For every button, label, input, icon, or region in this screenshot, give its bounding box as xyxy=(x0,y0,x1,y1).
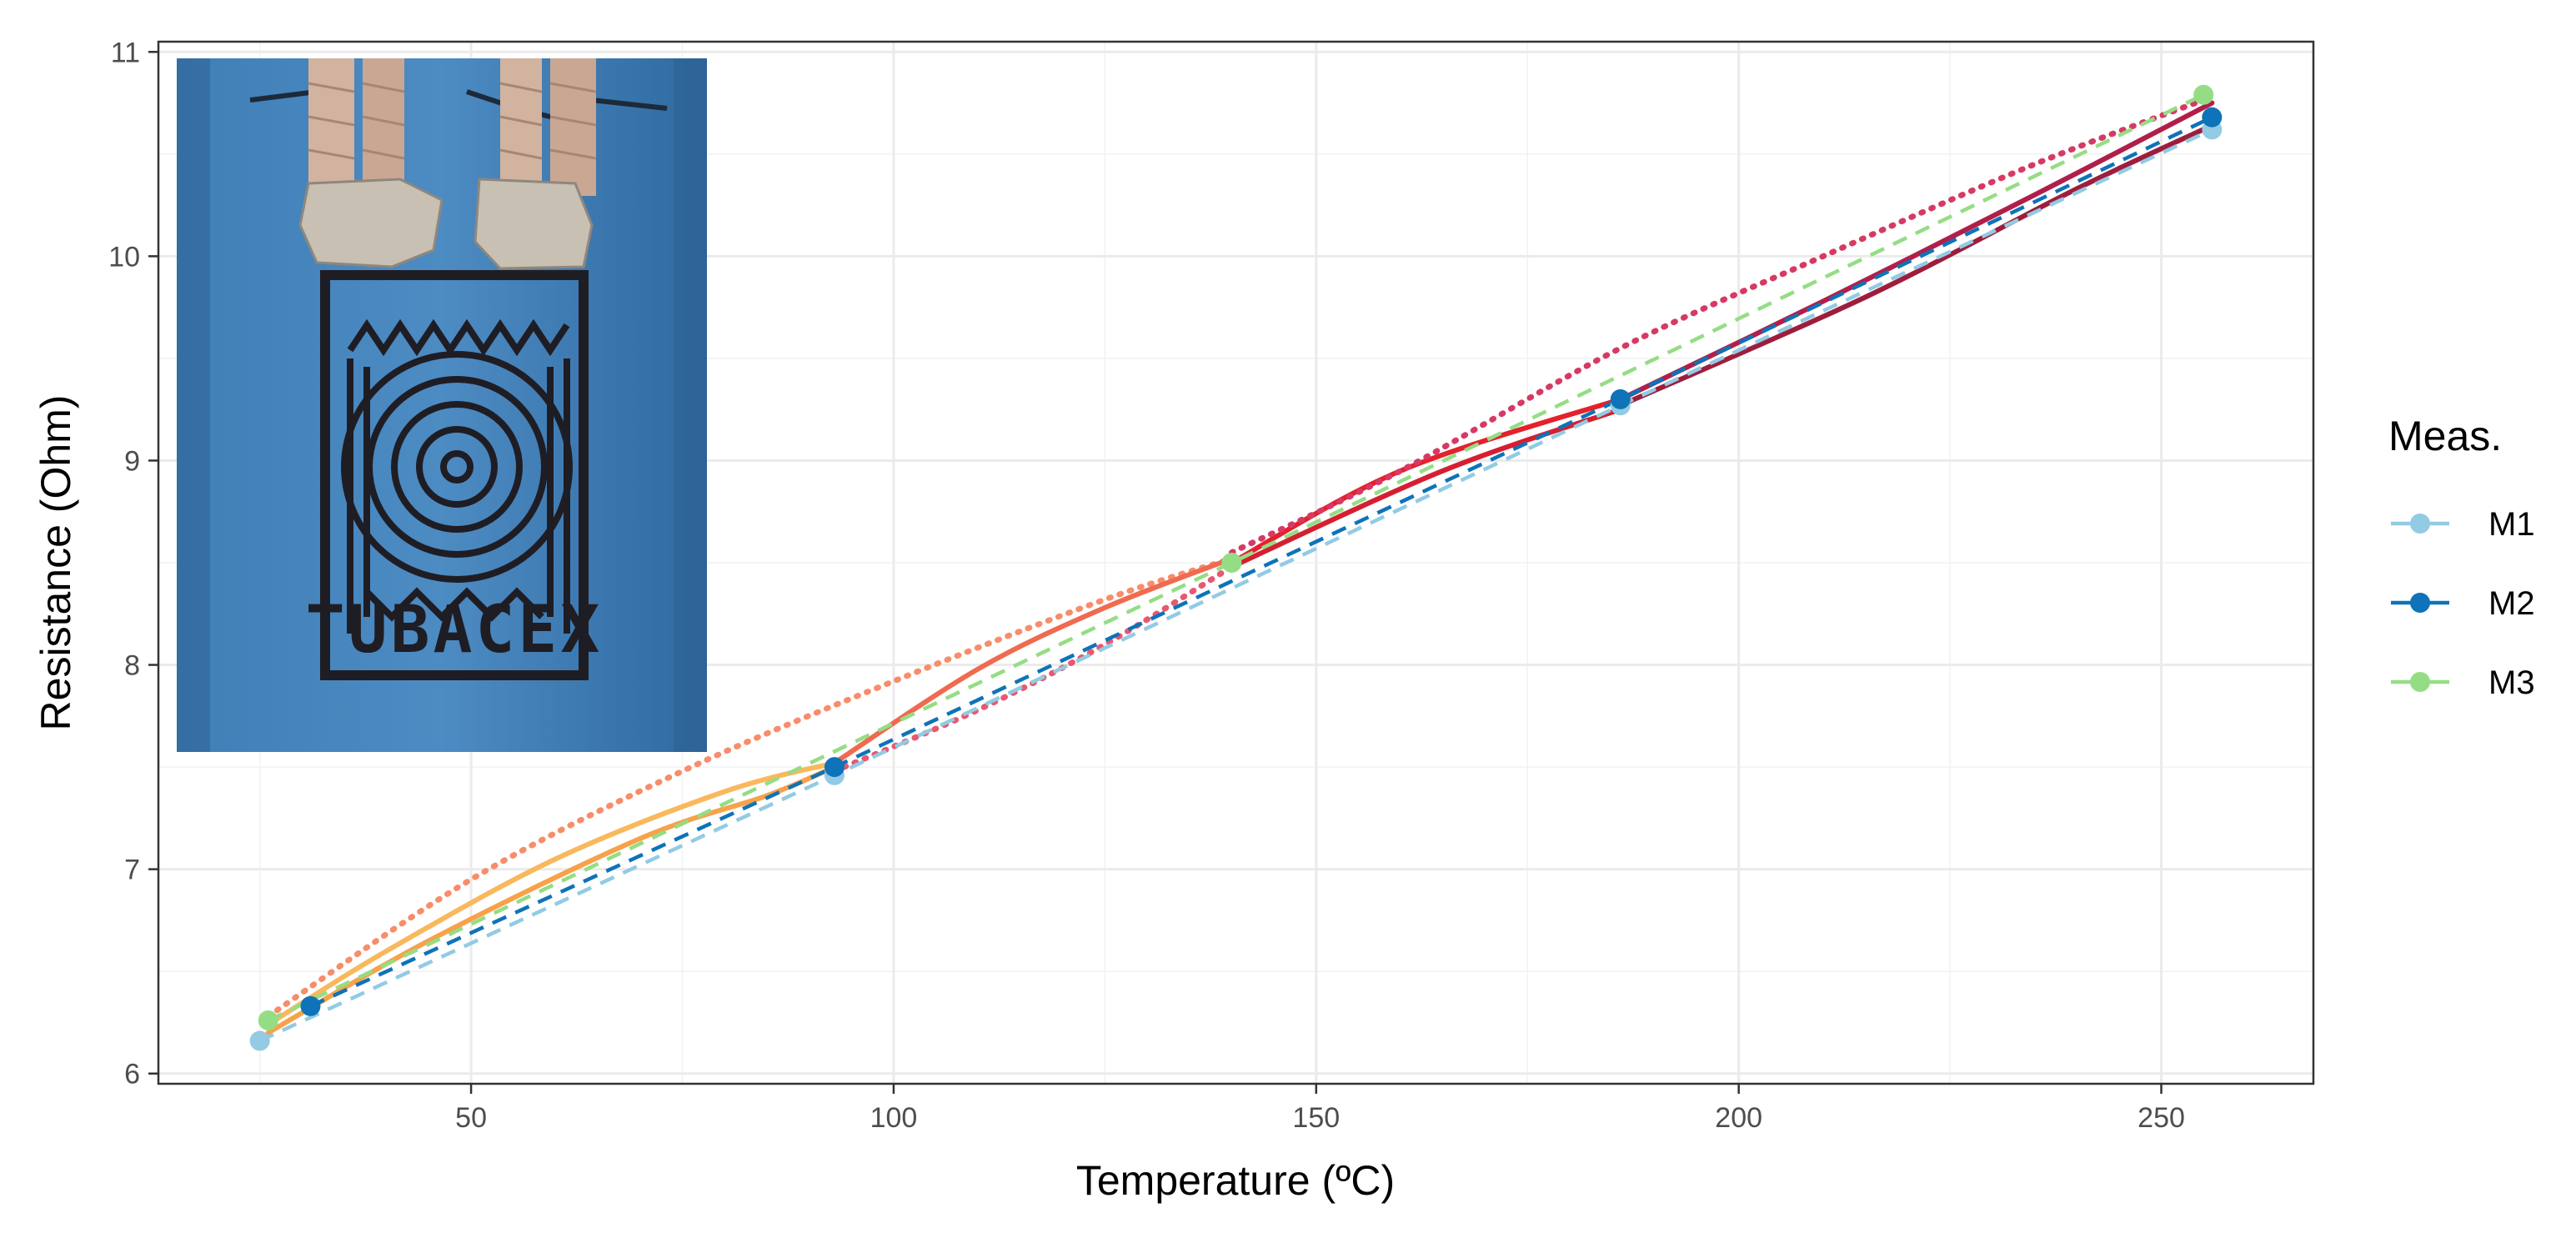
y-tick-label: 8 xyxy=(124,650,140,682)
data-point-m2 xyxy=(300,995,321,1016)
data-point-m2 xyxy=(1610,388,1631,409)
curve-line xyxy=(265,760,837,1027)
data-point-m3 xyxy=(2193,84,2214,105)
data-point-m3 xyxy=(258,1010,278,1031)
y-tick-label: 11 xyxy=(111,37,140,68)
data-point-m2 xyxy=(824,757,844,778)
x-axis-title: Temperature (ºC) xyxy=(1076,1157,1395,1204)
data-point-m1 xyxy=(249,1030,270,1051)
x-tick-label: 200 xyxy=(1715,1102,1762,1134)
x-tick-label: 250 xyxy=(2137,1102,2185,1134)
curve-line xyxy=(1228,93,2215,556)
y-tick-label: 7 xyxy=(124,855,140,886)
curve-line xyxy=(1617,100,2215,402)
legend-key-point xyxy=(2410,514,2430,534)
x-tick-label: 150 xyxy=(1292,1102,1340,1134)
legend-label-m2: M2 xyxy=(2488,585,2535,622)
legend-label-m1: M1 xyxy=(2488,506,2535,543)
series xyxy=(258,93,2213,1043)
y-tick-label: 9 xyxy=(124,445,140,477)
x-ticks: 50 100 150 200 250 xyxy=(455,1084,2185,1134)
legend-title: Meas. xyxy=(2388,413,2502,459)
legend-key-point xyxy=(2410,593,2430,613)
y-ticks: 6 7 8 9 10 11 xyxy=(108,37,158,1090)
x-tick-label: 100 xyxy=(870,1102,918,1134)
series-line-m1 xyxy=(258,128,2213,1043)
series-line-m2 xyxy=(309,115,2213,1008)
legend-label-m3: M3 xyxy=(2488,664,2535,701)
data-point-m2 xyxy=(2202,107,2223,128)
inset-photo: TUBACEX xyxy=(177,58,707,752)
data-point-m3 xyxy=(1221,553,1242,573)
panel-border xyxy=(157,40,2315,1085)
points xyxy=(249,84,2223,1051)
legend: Meas. M1 M2 M3 xyxy=(2388,413,2535,701)
curve-line xyxy=(1229,407,1623,569)
y-tick-label: 10 xyxy=(108,241,140,273)
y-tick-label: 6 xyxy=(124,1059,140,1090)
y-axis-title: Resistance (Ohm) xyxy=(33,395,79,731)
x-tick-label: 50 xyxy=(455,1102,487,1134)
photo-text: TUBACEX xyxy=(306,593,604,668)
series-line-m3 xyxy=(267,93,2205,1023)
curve-line xyxy=(831,556,1235,766)
curve-line xyxy=(265,555,1235,1020)
curve-line xyxy=(1617,123,2215,408)
legend-key-point xyxy=(2410,672,2430,692)
